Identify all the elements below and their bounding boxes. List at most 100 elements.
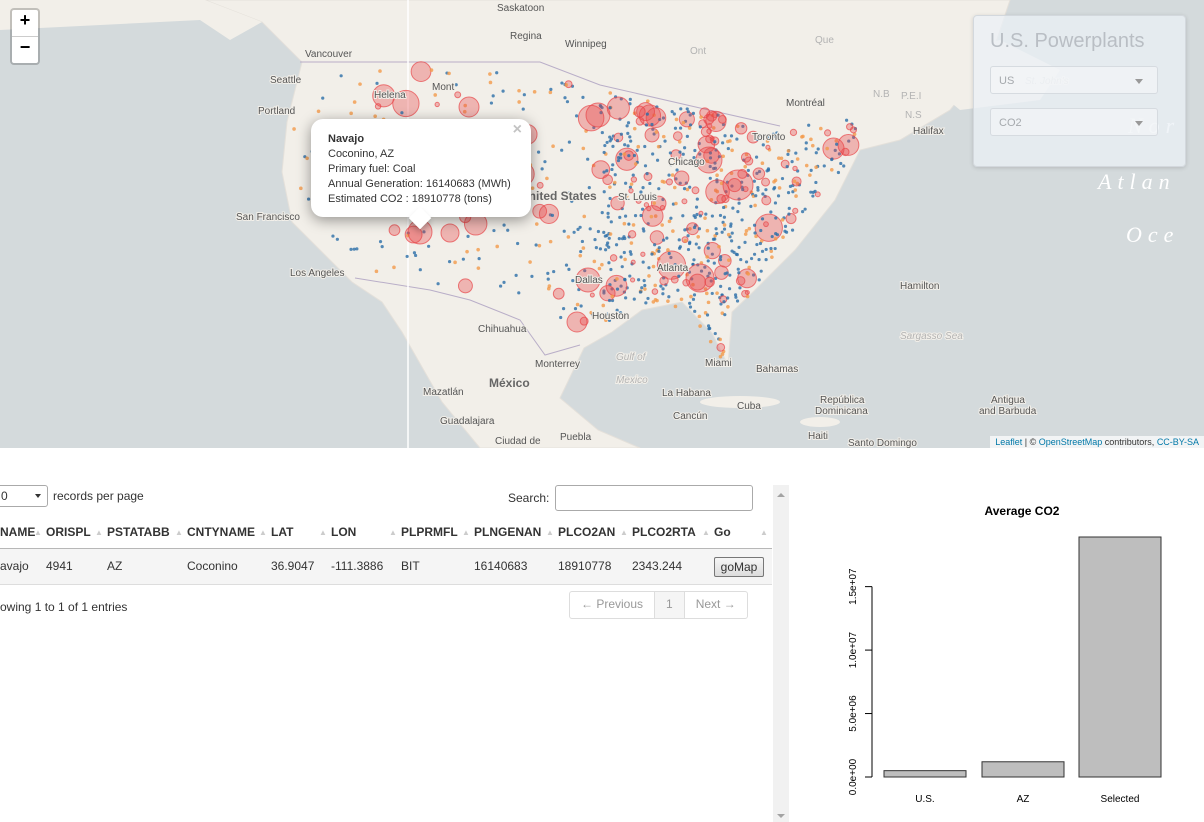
plant-marker <box>720 230 724 234</box>
plant-marker <box>752 223 757 227</box>
plant-marker <box>699 269 704 273</box>
column-header[interactable]: LON <box>331 525 357 539</box>
plant-marker <box>795 157 800 161</box>
plant-marker <box>631 223 636 227</box>
plant-marker <box>712 261 716 265</box>
column-header[interactable]: PSTATABB <box>107 525 170 539</box>
plant-marker <box>677 238 681 242</box>
plant-marker <box>730 184 734 188</box>
popup-close[interactable]: × <box>512 121 522 138</box>
plant-marker <box>697 314 702 319</box>
plant-marker <box>618 311 623 315</box>
plant-marker <box>678 181 682 185</box>
sort-icon: ▲ <box>462 528 470 537</box>
plant-marker <box>716 342 726 352</box>
plant-marker <box>744 152 749 157</box>
map-label: Miami <box>705 358 732 369</box>
plant-marker <box>835 142 839 146</box>
column-header[interactable]: PLCO2AN <box>558 525 616 539</box>
plant-marker <box>530 186 535 190</box>
plant-marker <box>757 257 761 262</box>
plant-marker <box>476 247 480 252</box>
plant-marker <box>713 140 717 144</box>
zoom-out[interactable]: − <box>12 36 38 63</box>
map-label: Mazatlán <box>423 387 464 398</box>
column-header[interactable]: NAME <box>0 525 36 539</box>
plant-marker <box>643 202 650 208</box>
column-header[interactable]: PLPRMFL <box>401 525 458 539</box>
zoom-in[interactable]: + <box>19 10 31 30</box>
plant-marker <box>457 278 473 294</box>
plant-marker <box>695 146 723 174</box>
plant-marker <box>546 271 550 275</box>
plant-marker <box>674 177 678 181</box>
map[interactable]: Saskatoon Regina Winnipeg Ont Que Vancouver Se… <box>0 0 1204 448</box>
plant-marker <box>606 215 610 219</box>
plant-marker <box>374 269 379 274</box>
plant-marker <box>638 290 643 294</box>
column-header[interactable]: Go <box>714 525 731 539</box>
plant-marker <box>765 139 770 143</box>
plant-marker <box>769 210 773 214</box>
plant-marker <box>705 159 710 163</box>
plant-marker <box>765 169 769 173</box>
next-button[interactable]: Next → <box>683 592 747 618</box>
plant-marker <box>825 146 829 151</box>
plant-marker <box>537 243 542 248</box>
sort-icon: ▲ <box>319 528 327 537</box>
plant-marker <box>650 122 654 127</box>
plant-marker <box>567 267 571 271</box>
plant-marker <box>722 215 727 219</box>
column-header[interactable]: CNTYNAME <box>187 525 255 539</box>
plant-marker <box>713 331 717 336</box>
plant-marker <box>697 227 702 231</box>
plant-marker <box>743 232 748 236</box>
plant-marker <box>549 87 553 91</box>
plant-marker <box>612 180 617 185</box>
plant-marker <box>522 93 526 97</box>
column-header[interactable]: PLCO2RTA <box>632 525 696 539</box>
plant-marker <box>753 203 757 208</box>
metric-select[interactable]: CO2 <box>990 108 1158 136</box>
plant-marker <box>607 298 612 303</box>
plant-marker <box>707 327 711 331</box>
plant-marker <box>616 158 621 163</box>
y-tick-label: 0.0e+00 <box>848 758 859 795</box>
column-header[interactable]: ORISPL <box>46 525 91 539</box>
osm-link[interactable]: OpenStreetMap <box>1038 437 1103 447</box>
plant-marker <box>739 257 743 262</box>
plant-marker <box>824 129 832 137</box>
plant-marker <box>711 237 716 241</box>
plant-marker <box>679 297 684 302</box>
plant-marker <box>689 294 693 299</box>
plant-marker <box>713 161 717 165</box>
plant-marker <box>744 229 749 233</box>
search-input[interactable] <box>555 485 753 511</box>
plant-marker <box>688 226 692 231</box>
plant-marker <box>466 234 470 239</box>
previous-button[interactable]: ← Previous <box>581 597 644 611</box>
plant-marker <box>813 189 817 194</box>
plant-marker <box>609 220 613 224</box>
column-header[interactable]: LAT <box>271 525 294 539</box>
header-rule <box>0 548 772 549</box>
table-cell: Coconino <box>187 559 238 573</box>
leaflet-link[interactable]: Leaflet <box>995 437 1023 447</box>
scrollbar[interactable] <box>773 485 789 822</box>
map-label: Winnipeg <box>565 39 607 50</box>
column-header[interactable]: PLNGENAN <box>474 525 542 539</box>
plant-marker <box>711 126 716 130</box>
region-select[interactable]: US <box>990 66 1158 94</box>
plant-marker <box>630 259 636 265</box>
plant-marker <box>602 190 606 194</box>
plant-marker <box>388 224 401 237</box>
plant-marker <box>691 186 700 195</box>
plant-marker <box>757 278 761 282</box>
gomap-button[interactable]: goMap <box>714 557 764 577</box>
length-select[interactable]: 0 <box>0 485 48 507</box>
license-link[interactable]: CC-BY-SA <box>1156 437 1199 447</box>
page-button[interactable]: 1 <box>654 592 684 618</box>
plant-marker <box>673 263 677 267</box>
plant-marker <box>653 283 658 288</box>
plant-marker <box>703 216 707 220</box>
